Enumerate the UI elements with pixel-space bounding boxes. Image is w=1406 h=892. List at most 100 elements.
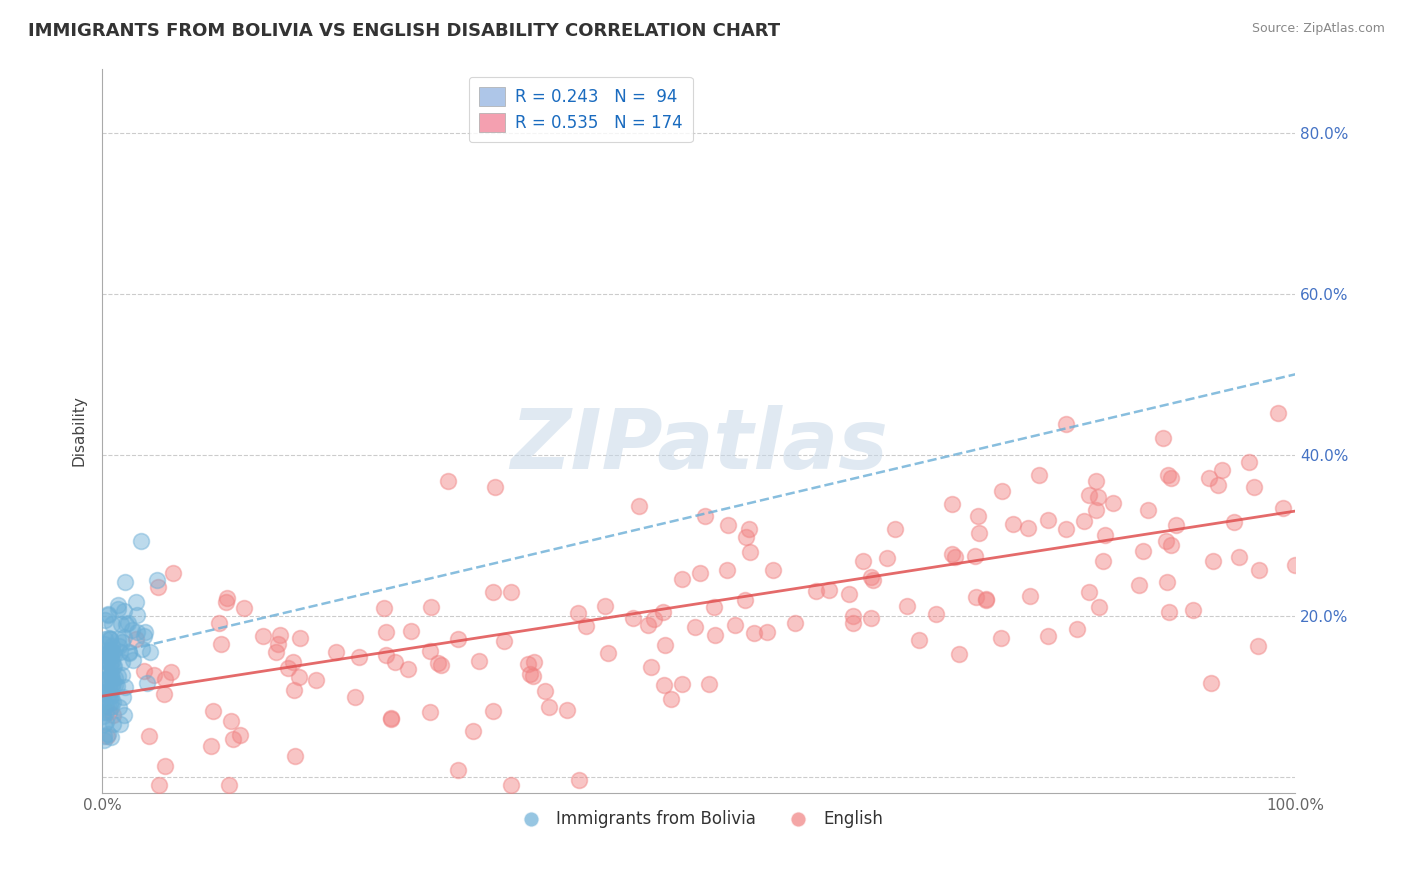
Point xyxy=(100,690,122,704)
Point xyxy=(93,729,115,743)
Point xyxy=(108,700,131,714)
Point xyxy=(131,642,153,657)
Point xyxy=(522,669,544,683)
Point xyxy=(112,708,135,723)
Point xyxy=(100,639,122,653)
Point xyxy=(110,645,132,659)
Point xyxy=(100,731,122,745)
Point xyxy=(967,526,990,541)
Point xyxy=(643,612,665,626)
Point xyxy=(1223,515,1246,529)
Point xyxy=(1085,503,1108,517)
Point xyxy=(264,645,287,659)
Point xyxy=(138,729,160,743)
Point xyxy=(429,657,451,672)
Point xyxy=(222,731,245,746)
Point xyxy=(1159,605,1181,619)
Point xyxy=(108,717,131,731)
Point xyxy=(380,711,402,725)
Point xyxy=(991,483,1014,498)
Point xyxy=(325,645,347,659)
Point xyxy=(98,657,121,671)
Point xyxy=(499,585,522,599)
Point xyxy=(153,759,176,773)
Point xyxy=(129,534,152,549)
Point xyxy=(283,656,305,670)
Point xyxy=(96,688,118,702)
Point xyxy=(522,656,544,670)
Point xyxy=(703,600,725,615)
Point xyxy=(948,647,970,661)
Point xyxy=(146,574,169,588)
Point xyxy=(107,632,129,647)
Point xyxy=(943,550,966,565)
Point xyxy=(153,687,176,701)
Point xyxy=(1028,467,1050,482)
Point xyxy=(884,522,907,536)
Point xyxy=(94,657,117,672)
Point xyxy=(98,648,121,663)
Point xyxy=(738,522,761,536)
Point xyxy=(689,566,711,580)
Point xyxy=(103,648,125,662)
Point xyxy=(1267,406,1289,420)
Point xyxy=(114,574,136,589)
Point xyxy=(859,611,882,625)
Point xyxy=(100,643,122,657)
Point xyxy=(97,632,120,646)
Point xyxy=(974,592,997,607)
Point xyxy=(101,708,124,723)
Point xyxy=(134,625,156,640)
Point xyxy=(107,602,129,616)
Point xyxy=(217,591,239,606)
Point xyxy=(97,706,120,720)
Point xyxy=(481,585,503,599)
Point xyxy=(94,714,117,729)
Point xyxy=(1073,514,1095,528)
Point xyxy=(215,594,238,608)
Point xyxy=(1038,629,1060,643)
Point xyxy=(1181,602,1204,616)
Point xyxy=(277,661,299,675)
Point xyxy=(965,590,987,604)
Point xyxy=(761,563,783,577)
Point xyxy=(232,601,254,615)
Point xyxy=(963,549,986,564)
Point xyxy=(94,632,117,647)
Point xyxy=(100,668,122,682)
Point xyxy=(139,644,162,658)
Point xyxy=(838,587,860,601)
Point xyxy=(107,669,129,683)
Point xyxy=(484,480,506,494)
Point xyxy=(419,644,441,658)
Point xyxy=(218,778,240,792)
Point xyxy=(96,654,118,668)
Point xyxy=(117,646,139,660)
Point xyxy=(1019,590,1042,604)
Point xyxy=(100,695,122,709)
Point xyxy=(1243,480,1265,494)
Point xyxy=(1054,522,1077,536)
Point xyxy=(925,607,948,621)
Text: Source: ZipAtlas.com: Source: ZipAtlas.com xyxy=(1251,22,1385,36)
Point xyxy=(305,673,328,688)
Point xyxy=(1164,518,1187,533)
Point xyxy=(426,657,449,671)
Point xyxy=(717,518,740,533)
Point xyxy=(1199,676,1222,690)
Point xyxy=(852,553,875,567)
Point xyxy=(267,637,290,651)
Point xyxy=(967,508,990,523)
Point xyxy=(1094,528,1116,542)
Point xyxy=(447,764,470,778)
Point xyxy=(93,732,115,747)
Point xyxy=(420,599,443,614)
Point xyxy=(97,608,120,623)
Point xyxy=(447,632,470,646)
Point xyxy=(114,681,136,695)
Point xyxy=(482,704,505,718)
Point xyxy=(97,680,120,694)
Point xyxy=(209,637,232,651)
Point xyxy=(785,616,807,631)
Point xyxy=(97,665,120,679)
